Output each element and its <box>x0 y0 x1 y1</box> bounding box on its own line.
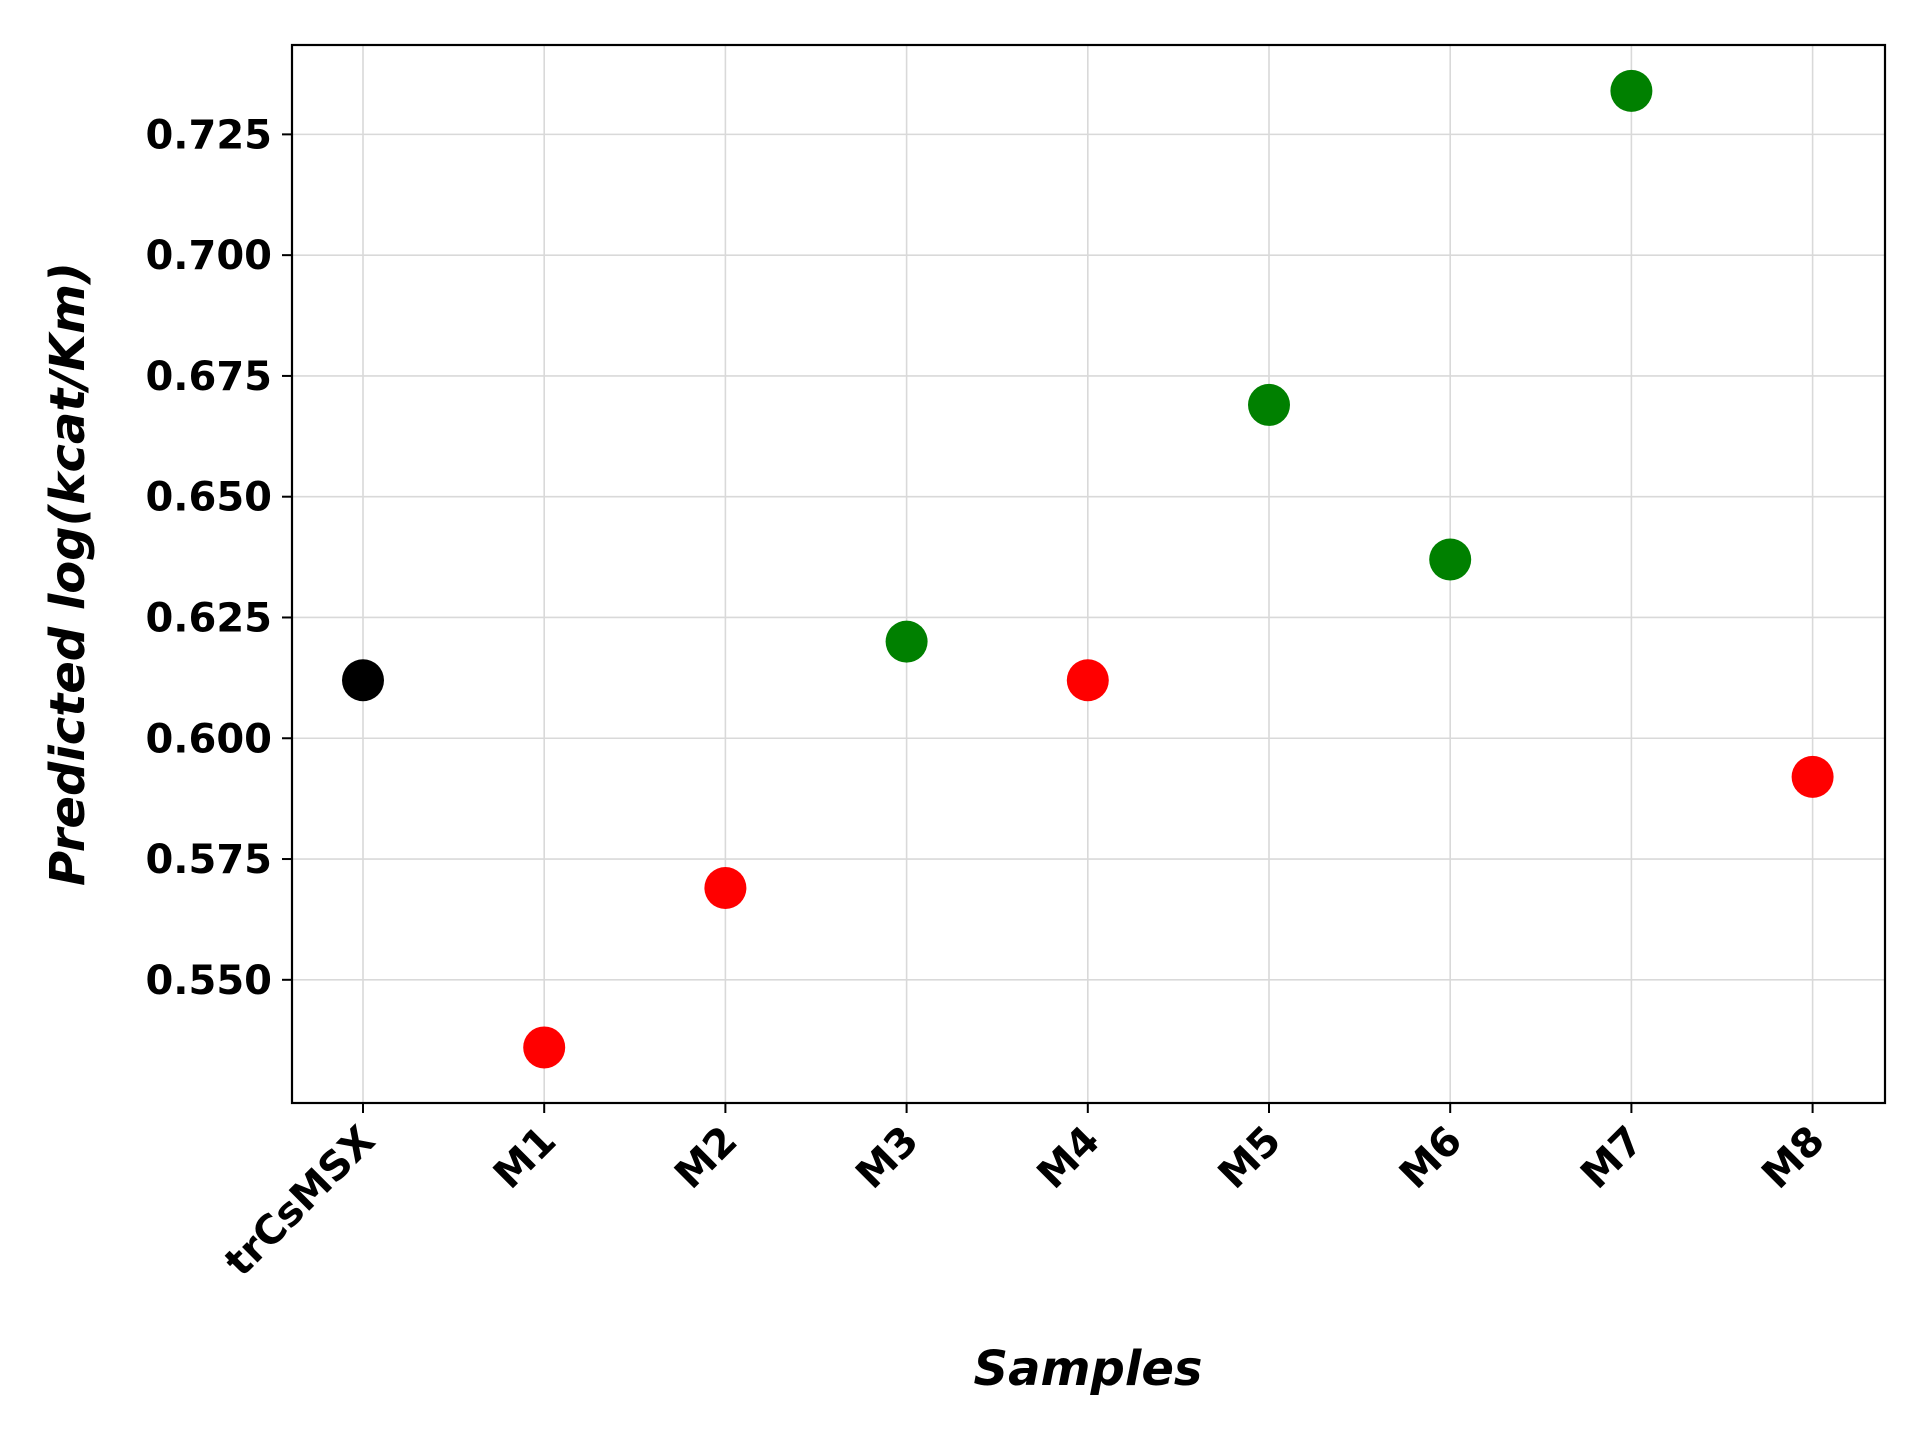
y-tick-label: 0.675 <box>145 354 272 400</box>
y-tick-label: 0.575 <box>145 837 272 883</box>
x-tick-label: M5 <box>1210 1118 1290 1198</box>
x-tick-label: M6 <box>1391 1118 1471 1198</box>
x-tick-label: M8 <box>1753 1118 1833 1198</box>
data-point-m5 <box>1248 383 1290 426</box>
y-axis-title: Predicted log(kcat/Km) <box>40 262 96 886</box>
y-tick-label: 0.550 <box>145 958 272 1004</box>
x-tick-label: M3 <box>847 1118 927 1198</box>
grid-lines <box>292 45 1885 1103</box>
y-axis: 0.550 0.575 0.600 0.625 0.650 0.675 0.700 0.725 <box>145 112 292 1004</box>
y-tick-label: 0.625 <box>145 595 272 641</box>
data-point-trcsmsx <box>342 659 384 702</box>
x-axis-title: Samples <box>974 1341 1203 1397</box>
data-points <box>342 69 1834 1069</box>
data-point-m3 <box>885 620 928 663</box>
data-point-m6 <box>1429 538 1472 581</box>
y-tick-label: 0.725 <box>145 112 272 158</box>
data-point-m2 <box>704 867 747 910</box>
x-tick-label: M4 <box>1029 1118 1109 1198</box>
x-tick-label: M1 <box>485 1118 565 1198</box>
y-tick-label: 0.650 <box>145 475 272 521</box>
x-tick-label: trCsMSX <box>216 1117 384 1285</box>
data-point-m1 <box>523 1026 566 1069</box>
x-axis: trCsMSX M1 M2 M3 M4 M5 M6 M7 M8 <box>216 1103 1834 1285</box>
y-tick-label: 0.700 <box>145 233 272 279</box>
data-point-m4 <box>1066 659 1109 702</box>
data-point-m7 <box>1610 69 1653 112</box>
y-tick-label: 0.600 <box>145 716 272 762</box>
x-tick-label: M7 <box>1572 1118 1652 1198</box>
data-point-m8 <box>1791 755 1834 798</box>
x-tick-label: M2 <box>666 1118 746 1198</box>
